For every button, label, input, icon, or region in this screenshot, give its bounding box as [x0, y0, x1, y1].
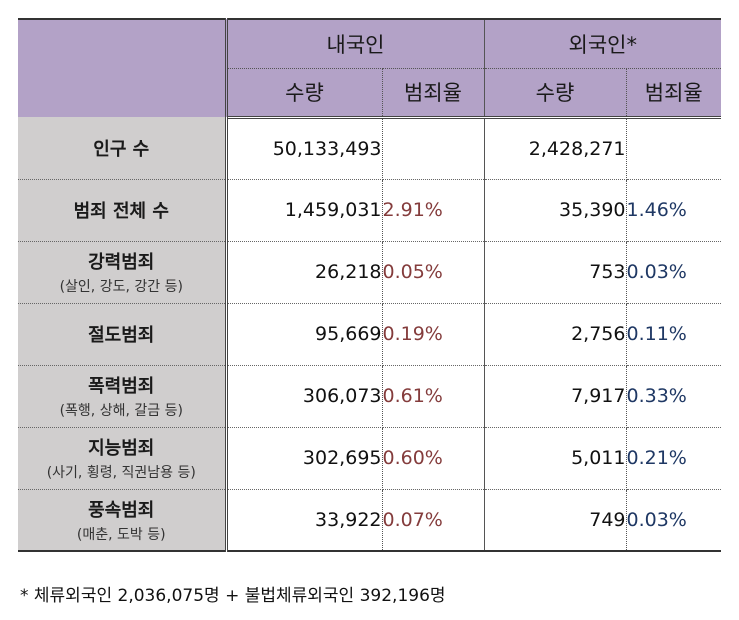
domestic-rate: 0.60% — [382, 427, 485, 490]
header-domestic-quantity: 수량 — [226, 68, 383, 119]
foreign-rate: 0.21% — [626, 427, 721, 490]
row-sublabel: (폭행, 상해, 갈금 등) — [59, 403, 183, 419]
foreign-quantity: 753 — [484, 241, 627, 304]
domestic-rate: 0.07% — [382, 489, 485, 551]
row-label: 지능범죄 — [88, 438, 155, 459]
domestic-quantity: 50,133,493 — [226, 117, 383, 180]
row-sublabel: (매춘, 도박 등) — [76, 526, 166, 543]
foreign-rate — [626, 117, 721, 180]
foreign-quantity: 7,917 — [484, 365, 627, 428]
domestic-quantity: 1,459,031 — [226, 179, 383, 242]
row-label: 절도범죄 — [88, 325, 155, 346]
header-foreign: 외국인* — [484, 19, 721, 69]
row-label-cell: 폭력범죄 (폭행, 상해, 갈금 등) — [18, 365, 228, 428]
row-label-cell: 인구 수 — [18, 117, 228, 180]
foreign-quantity: 5,011 — [484, 427, 627, 490]
foreign-rate: 0.03% — [626, 508, 687, 531]
domestic-quantity: 306,073 — [226, 365, 383, 428]
foreign-rate: 1.46% — [626, 179, 721, 242]
table-row: 범죄 전체 수 1,459,031 2.91% 35,390 1.46% — [18, 179, 721, 242]
table-row: 폭력범죄 (폭행, 상해, 갈금 등) 306,073 0.61% 7,917 … — [18, 365, 721, 428]
header-corner-cell — [18, 19, 228, 117]
foreign-quantity: 35,390 — [484, 179, 627, 242]
domestic-quantity: 33,922 — [226, 489, 383, 551]
domestic-rate — [382, 117, 485, 180]
header-domestic: 내국인 — [226, 19, 485, 69]
table-body: 인구 수 50,133,493 2,428,271 범죄 전체 수 1,459,… — [18, 117, 721, 551]
domestic-quantity: 26,218 — [226, 241, 383, 304]
domestic-quantity: 95,669 — [226, 303, 383, 366]
foreign-quantity: 749 — [484, 489, 627, 551]
row-sublabel: (살인, 강도, 강간 등) — [59, 279, 183, 295]
domestic-rate: 0.61% — [382, 365, 485, 428]
row-sublabel: (사기, 횡령, 직권남용 등) — [46, 465, 196, 481]
row-label-cell: 범죄 전체 수 — [18, 179, 228, 242]
domestic-quantity: 302,695 — [226, 427, 383, 490]
row-label-cell: 지능범죄 (사기, 횡령, 직권남용 등) — [18, 427, 228, 490]
table-row: 풍속범죄 (매춘, 도박 등) 33,922 0.07% 749 0.03% — [18, 489, 721, 551]
domestic-rate: 0.05% — [382, 241, 485, 304]
domestic-rate: 2.91% — [382, 179, 485, 242]
header-foreign-quantity: 수량 — [484, 68, 627, 119]
footnote: * 체류외국인 2,036,075명 + 불법체류외국인 392,196명 — [20, 586, 446, 606]
row-label-cell: 절도범죄 — [18, 303, 228, 366]
foreign-rate: 0.03% — [626, 241, 721, 304]
foreign-quantity: 2,428,271 — [484, 117, 627, 180]
row-label-cell: 강력범죄 (살인, 강도, 강간 등) — [18, 241, 228, 304]
table-row: 강력범죄 (살인, 강도, 강간 등) 26,218 0.05% 753 0.0… — [18, 241, 721, 304]
foreign-rate: 0.11% — [626, 303, 721, 366]
row-label: 인구 수 — [93, 138, 150, 160]
row-label-cell: 풍속범죄 (매춘, 도박 등) — [18, 489, 228, 551]
table-row: 절도범죄 95,669 0.19% 2,756 0.11% — [18, 303, 721, 366]
header-foreign-rate: 범죄율 — [626, 68, 721, 119]
crime-statistics-table: 내국인 외국인* 수량 범죄율 수량 범죄율 인구 수 50,133,493 2… — [18, 18, 721, 552]
row-label: 폭력범죄 — [88, 376, 155, 397]
table-row: 지능범죄 (사기, 횡령, 직권남용 등) 302,695 0.60% 5,01… — [18, 427, 721, 490]
row-label: 강력범죄 — [88, 252, 155, 273]
row-label: 풍속범죄 — [88, 499, 155, 521]
row-label: 범죄 전체 수 — [73, 201, 169, 222]
foreign-quantity: 2,756 — [484, 303, 627, 366]
header-domestic-rate: 범죄율 — [382, 68, 485, 119]
foreign-rate: 0.33% — [626, 365, 721, 428]
domestic-rate: 0.19% — [382, 303, 485, 366]
table-row: 인구 수 50,133,493 2,428,271 — [18, 117, 721, 180]
